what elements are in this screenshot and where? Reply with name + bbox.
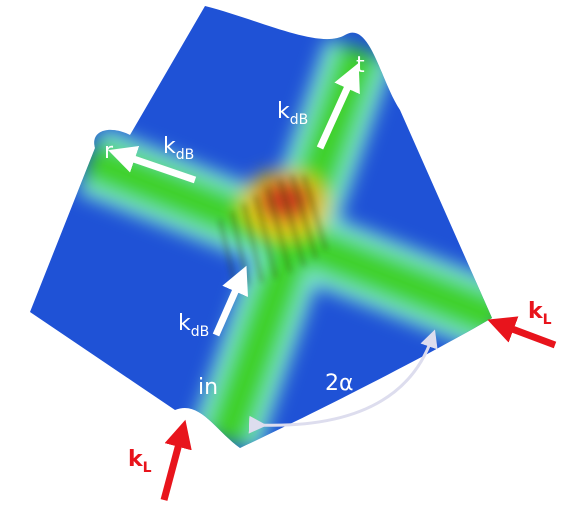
laser-arrow bbox=[507, 327, 555, 345]
symbol: k bbox=[178, 311, 191, 336]
subscript: dB bbox=[176, 147, 195, 163]
surface bbox=[0, 0, 562, 532]
figure: t r in 2α kdB kdB kdB kL kL bbox=[0, 0, 562, 532]
laser-label: kL bbox=[128, 447, 152, 476]
laser-label: kL bbox=[528, 299, 552, 328]
subscript: dB bbox=[191, 324, 210, 340]
label-in: in bbox=[198, 375, 218, 400]
label-t: t bbox=[356, 53, 365, 78]
symbol: k bbox=[128, 447, 144, 472]
subscript: L bbox=[543, 312, 552, 328]
symbol: k bbox=[277, 99, 290, 124]
symbol: k bbox=[528, 299, 544, 324]
label-angle: 2α bbox=[325, 371, 354, 396]
label-r: r bbox=[104, 139, 114, 164]
subscript: L bbox=[143, 460, 152, 476]
laser-arrow bbox=[164, 440, 180, 500]
subscript: dB bbox=[290, 112, 309, 128]
symbol: k bbox=[163, 134, 176, 159]
